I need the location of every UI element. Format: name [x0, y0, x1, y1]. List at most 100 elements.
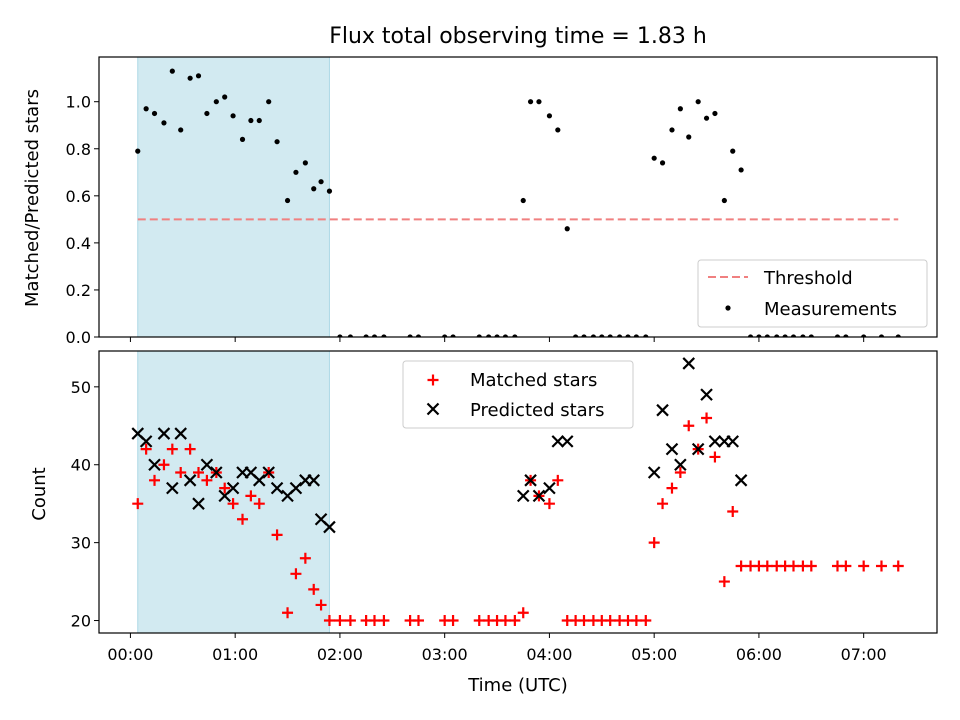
predicted-stars-point [289, 481, 303, 495]
measurements-point [651, 155, 657, 161]
matched-stars-point [158, 459, 170, 471]
x-axis-label: Time (UTC) [467, 675, 568, 696]
measurements-point [363, 334, 369, 337]
measurements-point [581, 334, 587, 337]
measurements-point [599, 334, 605, 337]
measurements-point [318, 179, 324, 185]
measurements-point [293, 169, 299, 175]
y-tick-label: 50 [71, 378, 91, 397]
predicted-stars-point [551, 435, 565, 448]
measurements-point [738, 167, 744, 173]
predicted-stars-point [226, 481, 240, 495]
observing-window-shade [137, 56, 330, 338]
y-tick-label: 20 [71, 612, 91, 631]
predicted-stars-point [192, 497, 205, 510]
measurements-point [669, 127, 675, 133]
matched-stars-point [140, 443, 152, 455]
measurements-point [808, 334, 814, 337]
measurements-point [151, 110, 158, 117]
matched-stars-point [315, 599, 327, 611]
predicted-stars-point [674, 458, 687, 472]
legend-matched-swatch [427, 374, 439, 386]
x-tick-label: 03:00 [422, 645, 468, 664]
matched-stars-point [253, 498, 265, 510]
matched-stars-point [630, 615, 642, 627]
plot-frame [98, 56, 938, 338]
measurements-point [442, 334, 448, 337]
legend-predicted-swatch [426, 402, 440, 416]
matched-stars-point [718, 576, 730, 588]
predicted-stars-point [734, 474, 748, 487]
measurements-point [407, 334, 413, 337]
predicted-stars-point [682, 357, 696, 370]
matched-stars-point [543, 498, 555, 510]
measurements-point [747, 334, 754, 337]
matched-stars-point [184, 443, 196, 455]
matched-stars-point [640, 615, 652, 627]
x-tick-label: 04:00 [526, 645, 572, 664]
matched-stars-point [412, 615, 424, 627]
predicted-stars-point [524, 474, 537, 487]
measurements-point [274, 139, 280, 145]
matched-stars-point [227, 498, 239, 510]
measurements-point [266, 99, 272, 105]
matched-stars-point [727, 505, 739, 517]
y-tick-label: 0.0 [66, 328, 91, 347]
measurements-point [878, 334, 885, 337]
measurements-point [625, 334, 631, 337]
measurements-point [178, 127, 184, 133]
measurements-point [686, 134, 692, 140]
measurements-point [546, 113, 553, 119]
predicted-stars-point [560, 435, 574, 448]
matched-stars-point [805, 560, 817, 572]
matched-stars-point [701, 412, 713, 424]
measurements-point [239, 136, 246, 142]
x-tick-label: 01:00 [212, 645, 258, 664]
measurements-point [502, 334, 509, 337]
series-group [135, 68, 901, 337]
measurements-point [520, 197, 526, 204]
measurements-point [135, 148, 141, 154]
matched-stars-point [666, 482, 678, 494]
measurements-point [790, 334, 797, 337]
matched-stars-point [282, 607, 294, 619]
matched-stars-point [201, 474, 213, 486]
matched-stars-point [552, 474, 564, 486]
predicted-stars-point [647, 466, 661, 479]
predicted-stars-point [516, 489, 530, 503]
predicted-stars-point [691, 442, 705, 456]
measurements-point [381, 334, 387, 337]
chart-title: Flux total observing time = 1.83 h [329, 24, 707, 49]
predicted-stars-point [166, 481, 179, 495]
legend-label: Threshold [763, 268, 853, 289]
matched-stars-point [166, 443, 178, 455]
matched-stars-point [299, 552, 311, 564]
predicted-stars-point [157, 427, 171, 440]
predicted-stars-point [543, 481, 556, 495]
predicted-stars-point [210, 466, 223, 479]
measurements-point [256, 117, 262, 124]
matched-stars-point [149, 474, 161, 486]
measurements-point [800, 334, 806, 337]
measurements-point [347, 334, 353, 337]
measurements-point [450, 334, 456, 337]
matched-stars-point [604, 615, 616, 627]
matched-stars-point [368, 615, 380, 627]
measurements-point [730, 148, 736, 154]
series-group [131, 357, 904, 627]
predicted-stars-point [708, 435, 722, 448]
measurements-point [161, 120, 167, 126]
measurements-point [371, 334, 378, 337]
y-tick-label: 40 [71, 456, 91, 475]
legend-label: Matched stars [470, 370, 597, 391]
measurements-point [230, 113, 236, 119]
measurements-point [536, 99, 542, 105]
measurements-point [703, 115, 710, 121]
matched-stars-point [499, 615, 511, 627]
matched-stars-point [378, 615, 390, 627]
measurements-point [756, 334, 762, 337]
top-y-axis-label: Matched/Predicted stars [22, 89, 43, 307]
measurements-point [695, 99, 701, 105]
matched-stars-point [709, 451, 721, 463]
